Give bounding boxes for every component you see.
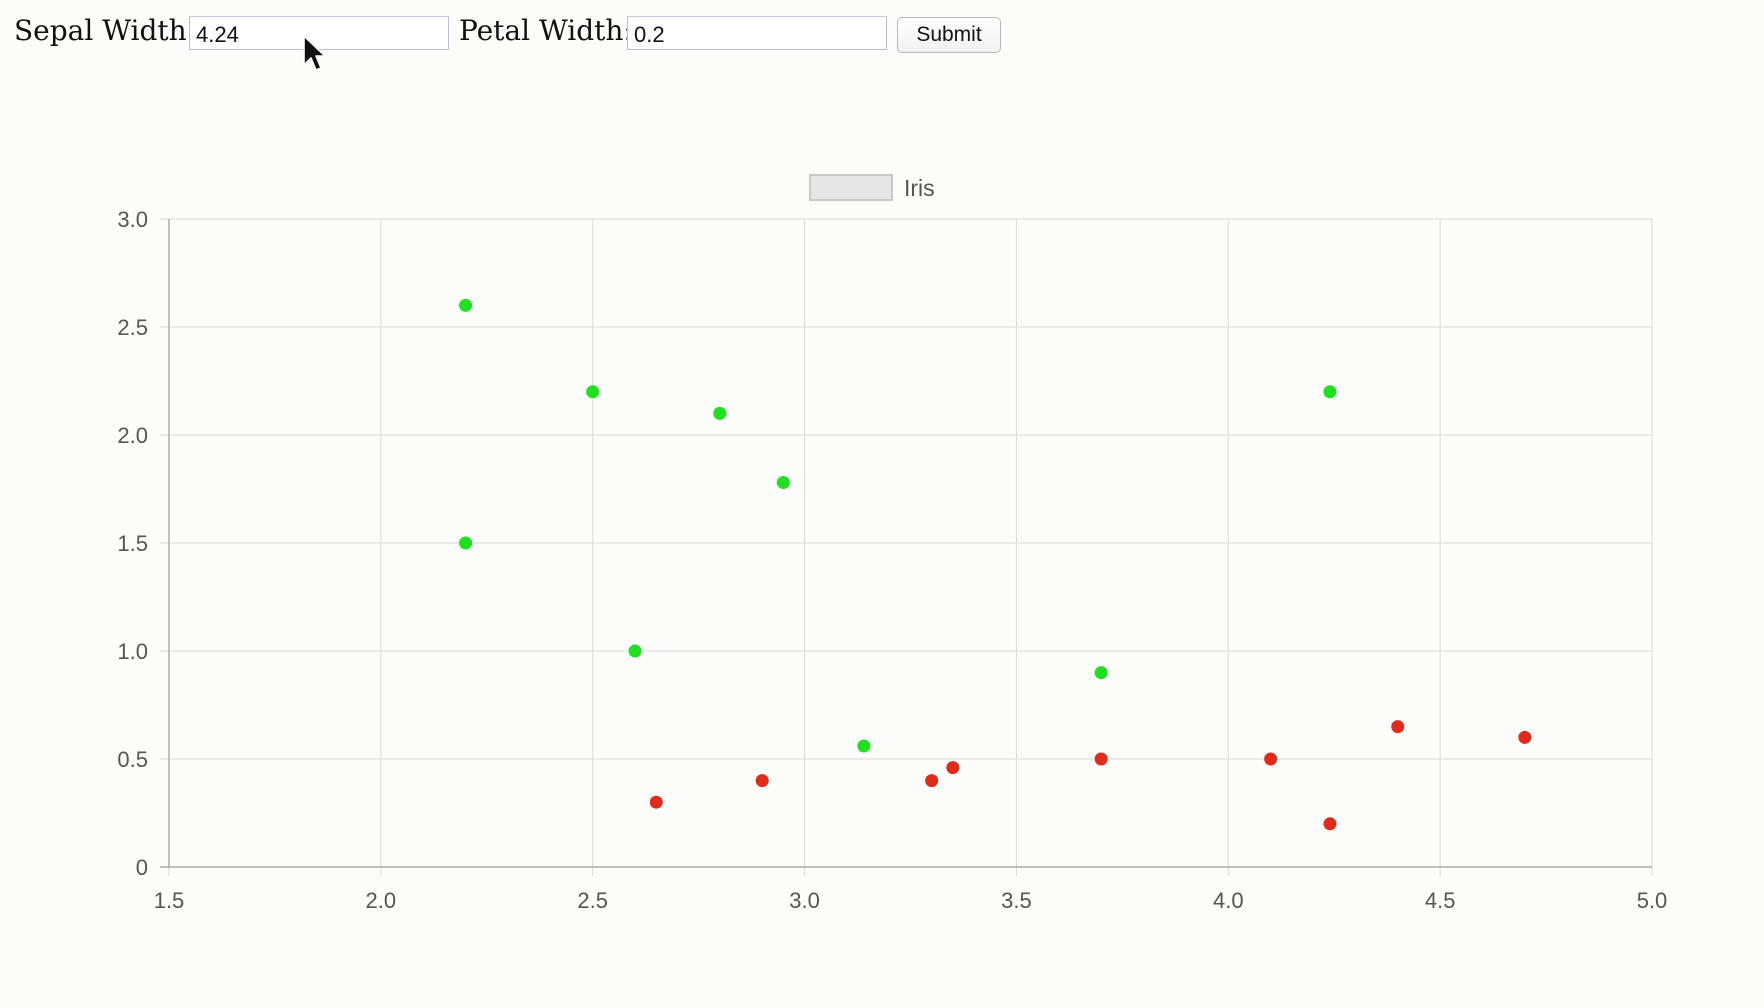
submit-button[interactable]: Submit [897, 17, 1001, 53]
legend-label[interactable]: Iris [904, 175, 935, 201]
chart-legend[interactable]: Iris [809, 174, 935, 201]
sepal-width-input[interactable] [189, 16, 449, 50]
data-point[interactable] [1094, 666, 1108, 680]
data-point[interactable] [755, 774, 769, 788]
y-tick-label: 0 [136, 855, 148, 880]
petal-width-label: Petal Width: [459, 14, 633, 47]
data-point[interactable] [459, 298, 473, 312]
data-point[interactable] [586, 385, 600, 399]
data-point[interactable] [628, 644, 642, 658]
data-point[interactable] [459, 536, 473, 550]
data-point[interactable] [713, 406, 727, 420]
petal-width-input[interactable] [627, 16, 887, 50]
mouse-pointer-icon [303, 35, 326, 71]
y-tick-label: 2.0 [117, 423, 148, 448]
x-tick-label: 1.5 [154, 888, 185, 913]
x-tick-label: 3.0 [789, 888, 820, 913]
data-point[interactable] [946, 761, 960, 775]
input-form: Sepal Width: Petal Width: Submit [0, 0, 1764, 70]
chart-grid [160, 218, 1653, 876]
legend-swatch[interactable] [809, 174, 893, 201]
x-tick-label: 2.5 [577, 888, 608, 913]
data-point[interactable] [1518, 730, 1532, 744]
chart-points [459, 298, 1532, 831]
y-tick-label: 1.0 [117, 639, 148, 664]
data-point[interactable] [1094, 752, 1108, 766]
x-tick-label: 5.0 [1637, 888, 1668, 913]
data-point[interactable] [857, 739, 871, 753]
data-point[interactable] [1391, 720, 1405, 734]
y-tick-label: 0.5 [117, 747, 148, 772]
y-tick-label: 2.5 [117, 315, 148, 340]
data-point[interactable] [925, 774, 939, 788]
data-point[interactable] [1323, 817, 1337, 831]
chart-axes: 1.5 2.0 2.5 3.0 3.5 4.0 4.5 5.0 0 0.5 1.0 1.5 2.0 2.5… [117, 207, 1667, 913]
data-point[interactable] [649, 795, 663, 809]
data-point[interactable] [1323, 385, 1337, 399]
x-tick-label: 3.5 [1001, 888, 1032, 913]
data-point[interactable] [1264, 752, 1278, 766]
y-tick-label: 1.5 [117, 531, 148, 556]
sepal-width-label: Sepal Width: [14, 14, 197, 47]
y-tick-label: 3.0 [117, 207, 148, 232]
data-point[interactable] [776, 476, 790, 490]
x-tick-label: 2.0 [366, 888, 397, 913]
x-tick-label: 4.5 [1425, 888, 1456, 913]
x-tick-label: 4.0 [1213, 888, 1244, 913]
